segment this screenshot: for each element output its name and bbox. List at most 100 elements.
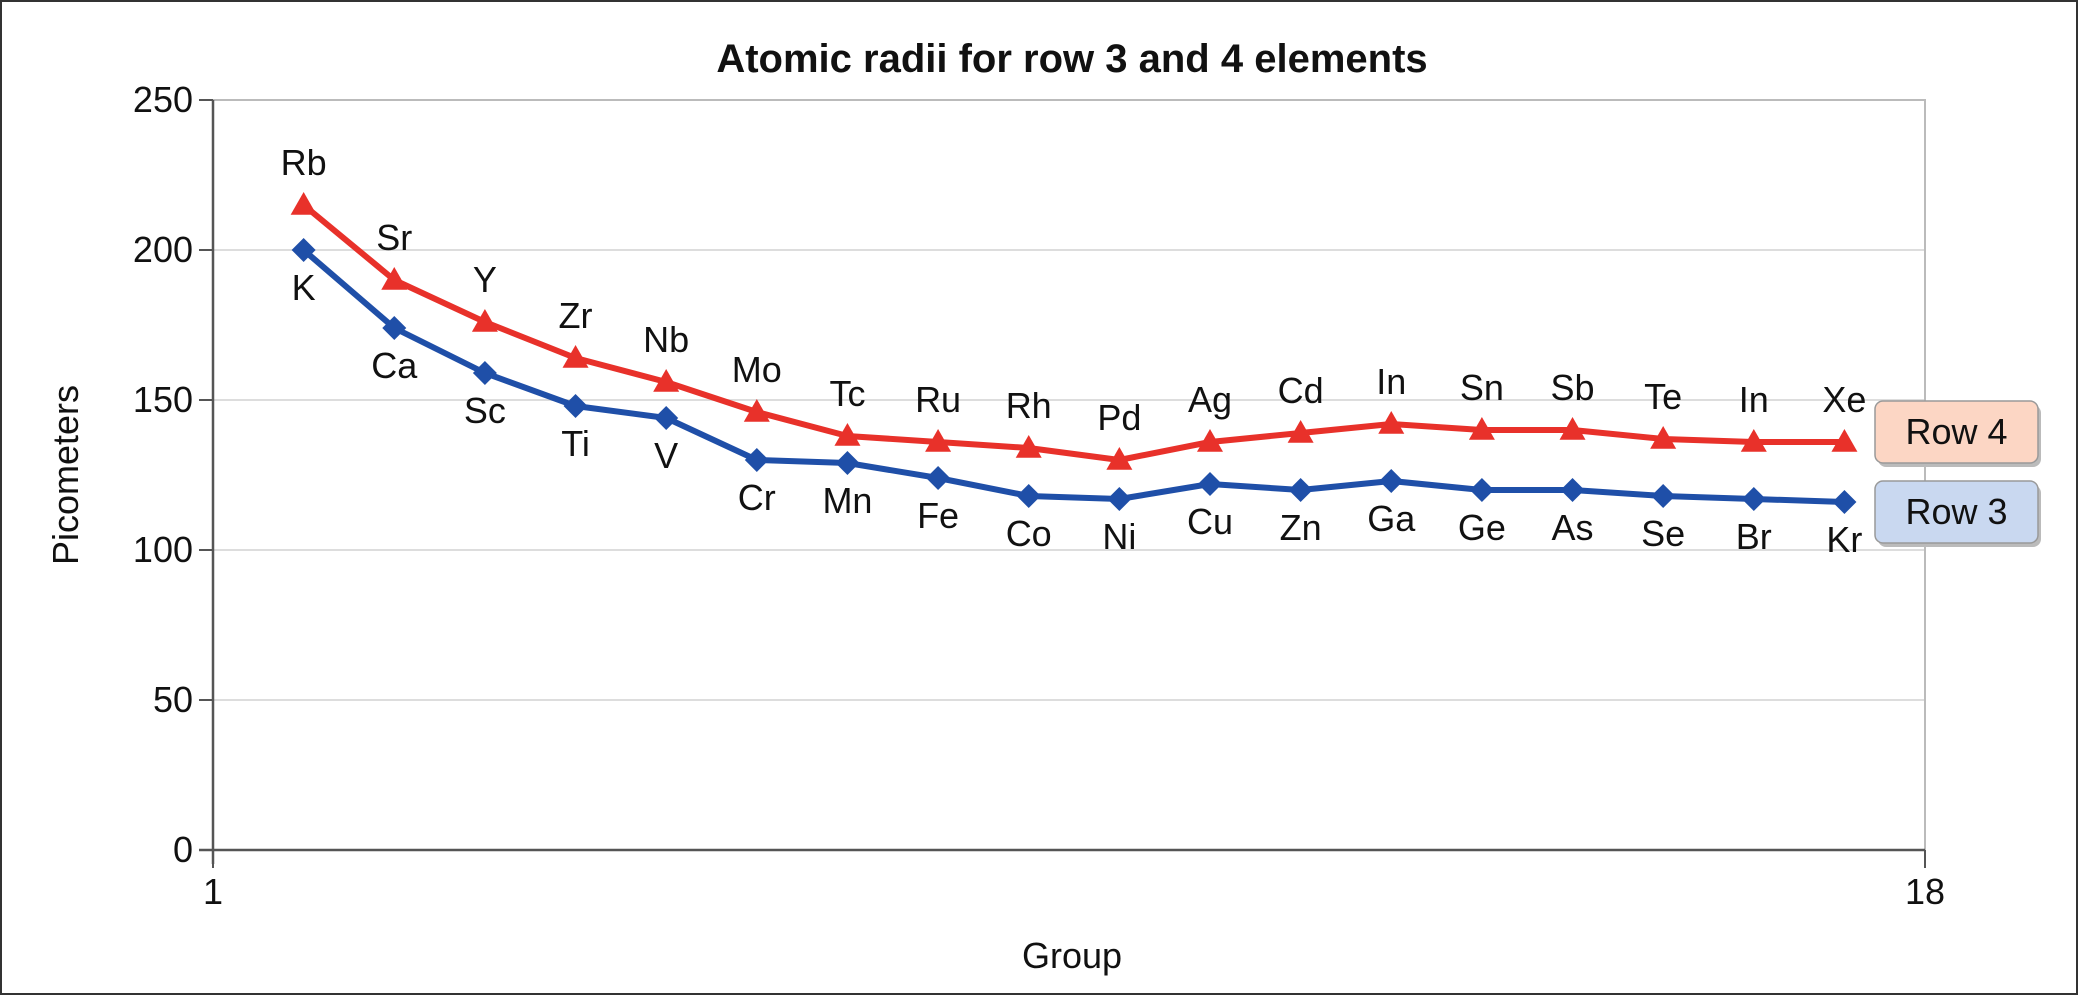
series-row-3: K Ca Sc Ti V Cr Mn Fe Co Ni Cu Zn Ga Ge As Se Br Kr xyxy=(291,238,1862,560)
plot-area xyxy=(212,99,1926,851)
x-tick-label: 18 xyxy=(1905,871,1945,912)
point-label: In xyxy=(1739,379,1769,420)
point-label: Kr xyxy=(1826,519,1862,560)
point-label: Rh xyxy=(1006,385,1052,426)
data-point xyxy=(743,399,770,422)
point-label: Mn xyxy=(822,480,872,521)
data-point xyxy=(472,361,497,385)
point-label: K xyxy=(292,267,316,308)
data-point xyxy=(1287,420,1314,443)
data-point xyxy=(1560,478,1585,502)
point-label: Ru xyxy=(915,379,961,420)
point-label: As xyxy=(1552,507,1594,548)
data-point xyxy=(1015,435,1042,458)
point-label: Fe xyxy=(917,495,959,536)
legend: Row 4 Row 3 xyxy=(1874,400,2041,547)
data-point xyxy=(1468,417,1495,440)
x-ticks: 1 18 xyxy=(203,871,1945,912)
data-point xyxy=(835,451,860,475)
point-label: Br xyxy=(1736,516,1772,557)
point-label: Cr xyxy=(738,477,776,518)
point-label: Rb xyxy=(281,142,327,183)
data-point xyxy=(1741,487,1766,511)
series-row-4: Rb Sr Y Zr Nb Mo Tc Ru Rh Pd Ag Cd In Sn Sb Te In Xe xyxy=(281,142,1866,470)
data-point xyxy=(562,345,589,368)
data-point xyxy=(563,394,588,418)
data-point xyxy=(834,423,861,446)
point-label: Cu xyxy=(1187,501,1233,542)
data-point xyxy=(290,192,317,215)
data-point xyxy=(1559,417,1586,440)
point-label: Se xyxy=(1641,513,1685,554)
data-point xyxy=(1831,429,1858,452)
axes xyxy=(199,99,1926,868)
legend-item-row-3: Row 3 xyxy=(1874,480,2041,547)
point-label: Pd xyxy=(1097,397,1141,438)
point-label: Te xyxy=(1644,376,1682,417)
y-tick-label: 150 xyxy=(133,379,193,420)
y-ticks: 0 50 100 150 200 250 xyxy=(133,79,193,870)
point-label: In xyxy=(1376,361,1406,402)
data-point xyxy=(291,238,316,262)
data-point xyxy=(471,309,498,332)
data-point xyxy=(1106,447,1133,470)
series-line xyxy=(301,202,1845,463)
data-point xyxy=(382,316,407,340)
data-point xyxy=(1740,429,1767,452)
point-label: Tc xyxy=(829,373,865,414)
y-tick-label: 50 xyxy=(153,679,193,720)
data-point xyxy=(654,406,679,430)
data-point xyxy=(1288,478,1313,502)
chart-title: Atomic radii for row 3 and 4 elements xyxy=(716,37,1427,81)
point-label: Ga xyxy=(1367,498,1416,539)
data-point xyxy=(926,466,951,490)
point-label: Ni xyxy=(1102,516,1136,557)
legend-label: Row 4 xyxy=(1905,411,2007,452)
data-point xyxy=(1197,472,1222,496)
point-label: Sc xyxy=(464,390,506,431)
series-group: Rb Sr Y Zr Nb Mo Tc Ru Rh Pd Ag Cd In Sn Sb Te In Xe K Ca Sc… xyxy=(281,142,1867,560)
legend-label: Row 3 xyxy=(1905,491,2007,532)
point-label: Sb xyxy=(1551,367,1595,408)
legend-box xyxy=(1874,400,2039,464)
point-label: Sr xyxy=(376,217,412,258)
point-label: Co xyxy=(1006,513,1052,554)
x-tick-label: 1 xyxy=(203,871,223,912)
y-tick-label: 250 xyxy=(133,79,193,120)
data-point xyxy=(1651,484,1676,508)
point-label: Mo xyxy=(732,349,782,390)
data-point xyxy=(1832,490,1857,514)
point-label: Nb xyxy=(643,319,689,360)
y-axis-label: Picometers xyxy=(45,385,86,565)
data-point xyxy=(744,448,769,472)
data-point xyxy=(1107,487,1132,511)
point-label: Cd xyxy=(1278,370,1324,411)
point-label: Ag xyxy=(1188,379,1232,420)
data-point xyxy=(925,429,952,452)
point-label: Sn xyxy=(1460,367,1504,408)
y-tick-label: 100 xyxy=(133,529,193,570)
legend-item-row-4: Row 4 xyxy=(1874,400,2041,467)
point-label: V xyxy=(654,435,678,476)
data-point xyxy=(1469,478,1494,502)
point-label: Zr xyxy=(559,295,593,336)
data-point xyxy=(1196,429,1223,452)
point-label: Ge xyxy=(1458,507,1506,548)
data-point xyxy=(1650,426,1677,449)
point-label: Ca xyxy=(371,345,418,386)
data-point xyxy=(1378,411,1405,434)
point-label: Zn xyxy=(1280,507,1322,548)
data-point xyxy=(1379,469,1404,493)
x-axis-label: Group xyxy=(1022,935,1122,976)
series-line xyxy=(301,247,1845,505)
point-label: Ti xyxy=(561,423,590,464)
y-tick-label: 0 xyxy=(173,829,193,870)
y-tick-label: 200 xyxy=(133,229,193,270)
data-point xyxy=(1016,484,1041,508)
legend-box xyxy=(1874,480,2039,544)
point-label: Xe xyxy=(1822,379,1866,420)
point-label: Y xyxy=(473,259,497,300)
data-point xyxy=(653,369,680,392)
data-point xyxy=(381,267,408,290)
